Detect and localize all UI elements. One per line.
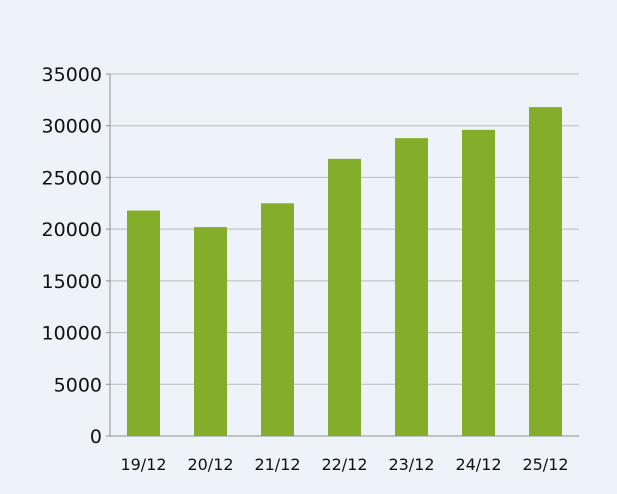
bar-20-12 bbox=[194, 227, 227, 436]
y-tick-label: 15000 bbox=[42, 271, 102, 293]
y-tick-label: 10000 bbox=[42, 323, 102, 345]
y-tick-label: 5000 bbox=[54, 374, 102, 396]
x-tick-label: 24/12 bbox=[455, 455, 501, 474]
x-tick-labels: 19/12 20/12 21/12 22/12 23/12 24/12 25/12 bbox=[120, 455, 568, 474]
bar-23-12 bbox=[395, 138, 428, 436]
x-tick-label: 21/12 bbox=[254, 455, 300, 474]
bar-22-12 bbox=[328, 158, 361, 436]
axes bbox=[106, 73, 579, 437]
y-tick-labels: 0 5000 10000 15000 20000 25000 30000 35000 bbox=[42, 64, 102, 448]
bars bbox=[127, 107, 562, 437]
y-tick-label: 30000 bbox=[42, 116, 102, 138]
y-tick-label: 20000 bbox=[42, 219, 102, 241]
y-tick-label: 25000 bbox=[42, 167, 102, 189]
y-tick-label: 0 bbox=[90, 426, 102, 448]
x-tick-label: 23/12 bbox=[388, 455, 434, 474]
bar-25-12 bbox=[529, 107, 562, 437]
bar-19-12 bbox=[127, 210, 160, 436]
x-tick-label: 19/12 bbox=[120, 455, 166, 474]
x-tick-label: 25/12 bbox=[522, 455, 568, 474]
bar-24-12 bbox=[462, 129, 495, 436]
bar-21-12 bbox=[261, 203, 294, 436]
y-tick-label: 35000 bbox=[42, 64, 102, 86]
x-tick-label: 20/12 bbox=[187, 455, 233, 474]
x-tick-label: 22/12 bbox=[321, 455, 367, 474]
